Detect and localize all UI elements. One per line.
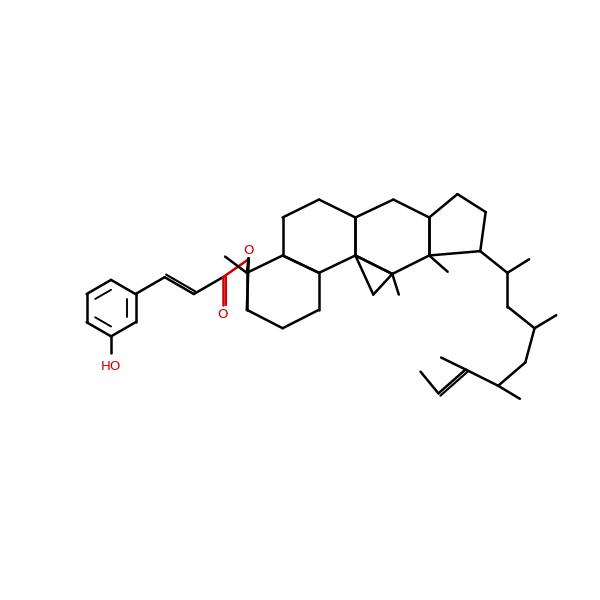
Text: O: O	[218, 308, 228, 321]
Text: O: O	[244, 244, 254, 257]
Text: HO: HO	[101, 360, 121, 373]
